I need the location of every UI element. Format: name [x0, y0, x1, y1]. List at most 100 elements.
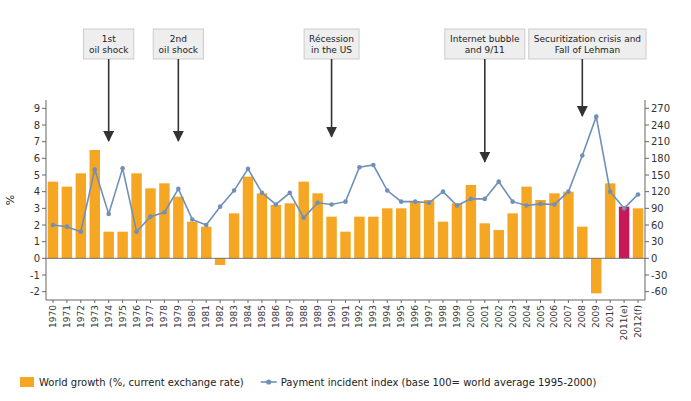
y-tick-label: 2 — [34, 220, 40, 231]
y-tick — [42, 191, 46, 192]
x-tick — [247, 300, 248, 303]
x-tick-label: 2011(e) — [619, 305, 629, 340]
annotation-line: oil shock — [89, 45, 129, 55]
x-tick — [470, 300, 471, 303]
bar — [257, 193, 267, 258]
x-tick-label: 2000 — [466, 305, 476, 328]
bar — [633, 208, 643, 258]
y2-tick-label: 60 — [651, 220, 664, 231]
x-tick-label: 1984 — [243, 305, 253, 328]
y2-tick — [645, 191, 649, 192]
annotation-line: oil shock — [159, 45, 199, 55]
line-marker — [566, 189, 571, 194]
annotation-arrow — [108, 59, 110, 141]
x-tick — [638, 300, 639, 303]
line — [53, 117, 638, 232]
y2-tick-label: 150 — [651, 170, 670, 181]
line-marker — [636, 192, 641, 197]
y2-tick — [645, 158, 649, 159]
annotation-line: Fall of Lehman — [555, 45, 620, 55]
bar — [271, 205, 281, 258]
bar — [535, 200, 545, 258]
line-marker — [51, 223, 56, 228]
x-tick-label: 1998 — [438, 305, 448, 328]
line-marker — [385, 188, 390, 193]
bar — [549, 193, 559, 258]
legend-swatch — [20, 377, 34, 387]
line-marker — [580, 153, 585, 158]
x-tick-label: 1992 — [354, 305, 364, 328]
bar — [243, 177, 253, 259]
plot-area — [48, 114, 644, 293]
x-tick-label: 1991 — [341, 305, 351, 328]
y-tick — [42, 175, 46, 176]
annotation: Securitization crisis andFall of Lehman — [529, 29, 646, 59]
x-tick-label: 1975 — [118, 305, 128, 328]
annotation-line: 1st — [102, 34, 116, 44]
x-tick — [568, 300, 569, 303]
y2-tick — [645, 175, 649, 176]
bar — [424, 200, 434, 258]
y-tick-label: 4 — [34, 186, 40, 197]
x-tick-label: 1985 — [257, 305, 267, 328]
y2-tick-label: 210 — [651, 136, 670, 147]
y2-tick-label: 180 — [651, 153, 670, 164]
y2-tick-label: 270 — [651, 103, 670, 114]
zero-line — [46, 258, 645, 259]
bar — [354, 217, 364, 259]
x-tick-label: 1979 — [173, 305, 183, 328]
y-tick — [42, 241, 46, 242]
x-tick-label: 2009 — [591, 305, 601, 328]
bar — [103, 232, 113, 259]
x-tick — [624, 300, 625, 303]
legend-label: World growth (%, current exchange rate) — [39, 377, 244, 388]
x-tick-label: 1995 — [396, 305, 406, 328]
legend-label: Payment incident index (base 100= world … — [281, 377, 597, 388]
annotation-text: 1stoil shock — [89, 34, 129, 55]
x-tick — [554, 300, 555, 303]
y2-tick — [645, 291, 649, 292]
line-marker — [469, 197, 474, 202]
bar — [117, 232, 127, 259]
x-tick-label: 1971 — [62, 305, 72, 328]
x-tick — [401, 300, 402, 303]
y-tick-label: -1 — [30, 270, 40, 281]
y-tick-label: 5 — [34, 170, 40, 181]
x-tick-label: 1982 — [215, 305, 225, 328]
y2-tick-label: 120 — [651, 186, 670, 197]
annotation: Internet bubbleand 9/11 — [445, 29, 525, 59]
annotation-text: 2ndoil shock — [159, 34, 199, 55]
bar — [187, 222, 197, 259]
annotation-arrow — [331, 59, 333, 137]
x-tick — [317, 300, 318, 303]
bar — [452, 203, 462, 258]
x-tick-label: 1996 — [410, 305, 420, 328]
x-tick — [206, 300, 207, 303]
annotation-text: Securitization crisis andFall of Lehman — [534, 34, 641, 55]
line-marker — [413, 199, 418, 204]
y-tick-label: 6 — [34, 153, 40, 164]
x-tick-label: 2005 — [536, 305, 546, 328]
line-marker — [176, 187, 181, 192]
y2-tick — [645, 141, 649, 142]
y2-tick-label: 0 — [651, 253, 657, 264]
x-tick-label: 1988 — [299, 305, 309, 328]
x-tick-label: 1989 — [313, 305, 323, 328]
line-marker — [274, 202, 279, 207]
y-tick — [42, 258, 46, 259]
x-tick — [164, 300, 165, 303]
annotation-arrow — [178, 59, 180, 141]
annotation-line: and 9/11 — [465, 45, 505, 55]
line-marker — [148, 214, 153, 219]
annotation-box — [445, 29, 525, 59]
annotation-line: 2nd — [170, 34, 187, 44]
bar — [521, 187, 531, 259]
line-marker — [594, 114, 599, 119]
annotation: Récessionin the US — [304, 29, 359, 59]
y-tick-label: 9 — [34, 103, 40, 114]
y-tick — [42, 208, 46, 209]
x-tick — [94, 300, 95, 303]
bar — [494, 230, 504, 258]
x-tick — [66, 300, 67, 303]
line-marker — [260, 190, 265, 195]
